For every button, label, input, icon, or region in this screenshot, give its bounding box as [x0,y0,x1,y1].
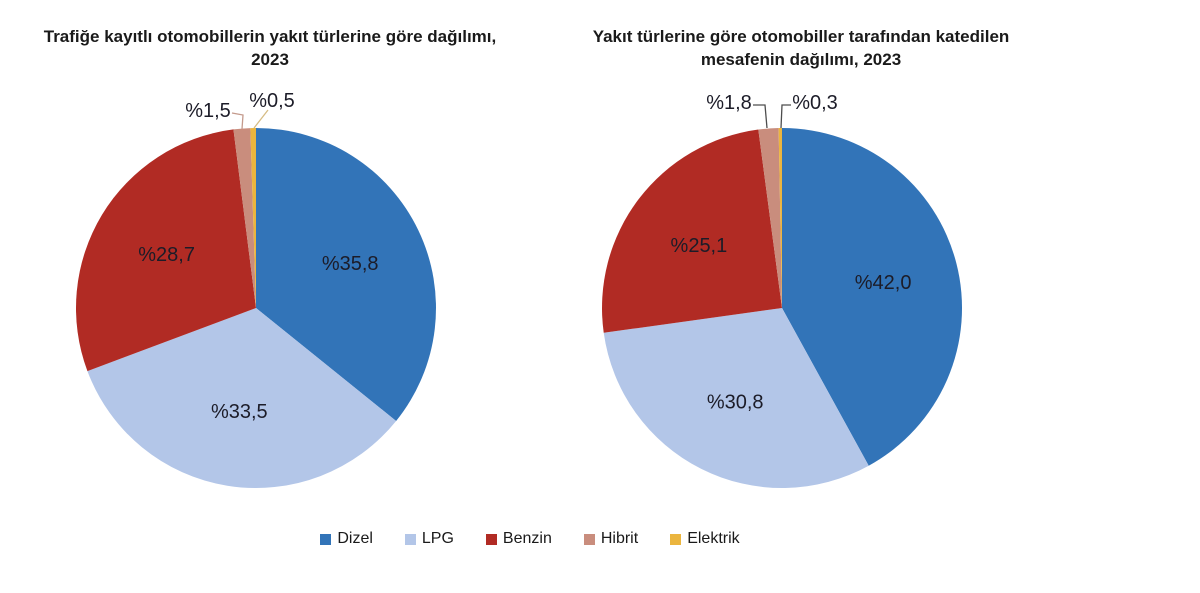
right-pie-chart: %42,0 %30,8 %25,1 %1,8 %0,3 [602,92,963,489]
pie-slice-elektrik [250,128,256,308]
pie-slice-benzin [75,129,256,372]
left-pie-chart: %35,8 %33,5 %28,7 %1,5 %0,5 [75,90,436,488]
legend-label: Hibrit [600,530,639,547]
legend-swatch-benzin [485,533,497,545]
legend-swatch-lpg [404,533,416,545]
callout-line-hibrit [753,104,768,129]
pie-slice-benzin [602,129,782,333]
legend-item-elektrik: Elektrik [670,530,740,548]
pie-slice-elektrik [778,127,782,308]
slice-label-hibrit: %1,8 [706,92,752,114]
legend-swatch-hibrit [583,533,595,545]
pie-slice-lpg [603,308,869,489]
legend-item-dizel: Dizel [320,530,373,548]
slice-label-benzin: %25,1 [671,235,728,257]
pie-slice-dizel [256,128,436,421]
callout-line-elektrik [253,109,269,129]
callout-line-hibrit [231,112,244,130]
legend-label: Elektrik [687,530,740,547]
pie-slice-lpg [87,308,397,488]
legend: Dizel LPG Benzin Hibrit Elektrik [0,530,1060,548]
legend-label: Dizel [337,530,373,547]
right-chart-title: Yakıt türlerine göre otomobiller tarafın… [592,27,1010,69]
slice-label-hibrit: %1,5 [185,100,231,122]
slice-label-elektrik: %0,3 [792,92,838,114]
slice-label-lpg: %33,5 [211,401,268,423]
slice-label-benzin: %28,7 [138,244,195,266]
legend-item-lpg: LPG [404,530,454,548]
legend-label: LPG [421,530,454,547]
legend-swatch-dizel [320,533,332,545]
slice-label-dizel: %42,0 [855,272,912,294]
slice-label-lpg: %30,8 [707,391,764,413]
legend-item-benzin: Benzin [485,530,552,548]
slice-label-dizel: %35,8 [322,253,379,275]
slice-label-elektrik: %0,5 [249,90,295,112]
pie-slice-hibrit [758,128,782,308]
pie-slice-hibrit [233,128,256,308]
callout-line-elektrik [780,104,791,129]
legend-swatch-elektrik [670,533,682,545]
left-chart-title: Trafiğe kayıtlı otomobillerin yakıt türl… [43,27,497,69]
legend-item-hibrit: Hibrit [583,530,639,548]
legend-label: Benzin [502,530,552,547]
pie-slice-dizel [782,128,963,466]
